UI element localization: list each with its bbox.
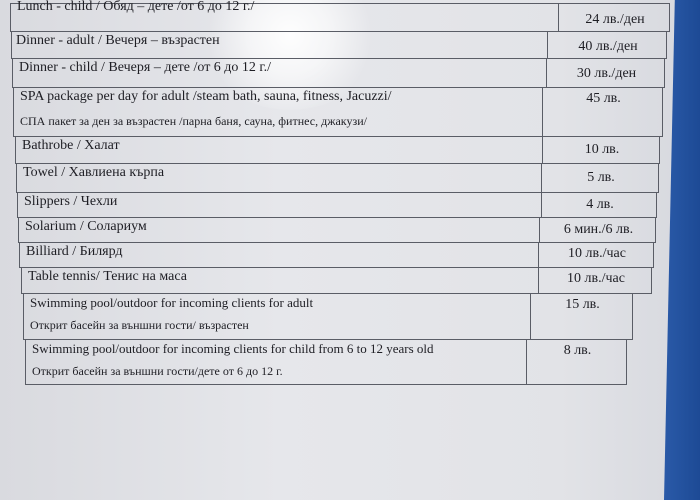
table-row: Dinner - child / Вечеря – дете /от 6 до …	[12, 59, 665, 88]
table-row: Slippers / Чехли 4 лв.	[17, 193, 657, 218]
item-name: Lunch - child / Обяд – дете /от 6 до 12 …	[17, 0, 255, 14]
item-name-secondary: Открит басейн за външни гости/ възрастен	[30, 318, 249, 332]
table-row: Swimming pool/outdoor for incoming clien…	[23, 294, 633, 340]
item-name-secondary: Открит басейн за външни гости/дете от 6 …	[32, 364, 283, 378]
table-row: Lunch - child / Обяд – дете /от 6 до 12 …	[10, 0, 671, 32]
item-price: 5 лв.	[541, 164, 660, 192]
item-price: 30 лв./ден	[546, 59, 666, 87]
table-row: Swimming pool/outdoor for incoming clien…	[25, 340, 627, 385]
item-price: 4 лв.	[541, 193, 658, 217]
blue-background-edge	[664, 0, 700, 500]
table-row: Towel / Хавлиена кърпа 5 лв.	[16, 164, 659, 193]
table-row: Table tennis/ Тенис на маса 10 лв./час	[21, 268, 652, 294]
item-name: Solarium / Солариум	[25, 219, 147, 234]
item-price: 10 лв./час	[538, 268, 653, 293]
item-price: 8 лв.	[526, 340, 628, 384]
item-name: Swimming pool/outdoor for incoming clien…	[32, 341, 434, 356]
item-name: Dinner - adult / Вечеря – възрастен	[16, 33, 220, 48]
item-name-secondary: СПА пакет за ден за възрастен /парна бан…	[20, 114, 367, 128]
item-price: 6 мин./6 лв.	[539, 218, 657, 242]
item-price: 10 лв./час	[538, 243, 655, 267]
table-top-border	[10, 3, 670, 4]
item-name: Swimming pool/outdoor for incoming clien…	[30, 295, 314, 310]
table-row: Solarium / Солариум 6 мин./6 лв.	[18, 218, 656, 243]
item-name: SPA package per day for adult /steam bat…	[20, 89, 392, 104]
item-name: Slippers / Чехли	[24, 194, 118, 209]
table-row: Dinner - adult / Вечеря – възрастен 40 л…	[11, 32, 667, 59]
item-price: 15 лв.	[530, 294, 634, 339]
item-price: 40 лв./ден	[547, 32, 668, 58]
table-row: Billiard / Билярд 10 лв./час	[19, 243, 654, 268]
item-name: Billiard / Билярд	[26, 244, 123, 259]
item-name: Table tennis/ Тенис на маса	[28, 269, 187, 284]
item-name: Bathrobe / Халат	[22, 138, 120, 153]
item-name: Towel / Хавлиена кърпа	[23, 165, 165, 180]
item-price: 10 лв.	[542, 137, 661, 163]
item-name: Dinner - child / Вечеря – дете /от 6 до …	[19, 60, 271, 75]
table-row: Bathrobe / Халат 10 лв.	[15, 137, 660, 164]
item-price: 24 лв./ден	[558, 4, 671, 31]
item-price: 45 лв.	[542, 88, 664, 136]
table-row: SPA package per day for adult /steam bat…	[13, 88, 663, 137]
